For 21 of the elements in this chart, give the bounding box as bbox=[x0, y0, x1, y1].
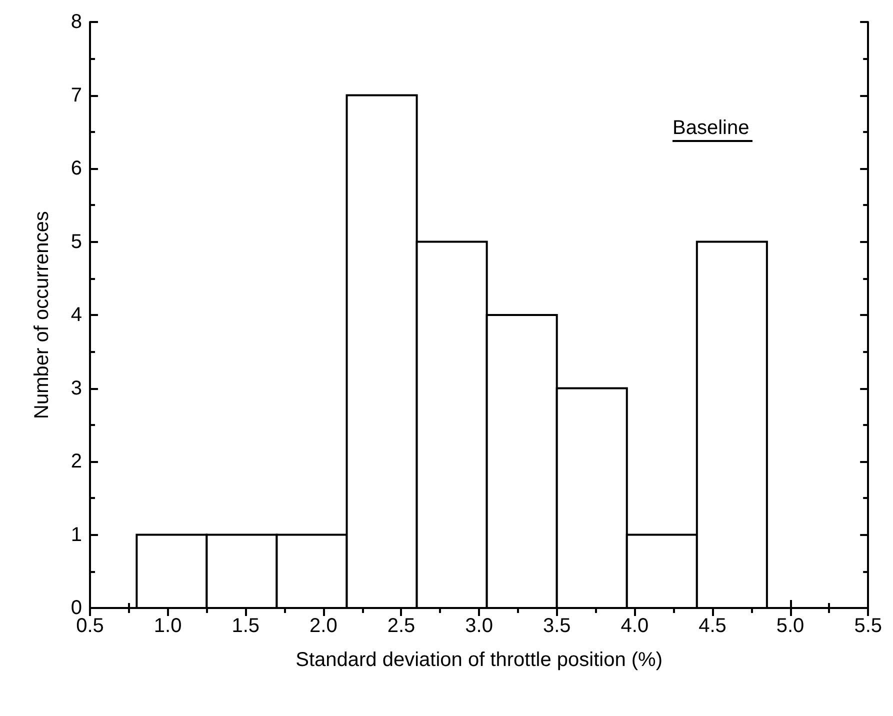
y-tick-label: 7 bbox=[70, 84, 82, 106]
x-tick-label: 1.0 bbox=[154, 615, 182, 637]
y-tick-label: 8 bbox=[70, 11, 82, 33]
y-tick-label: 5 bbox=[70, 230, 82, 253]
x-tick-label: 4.5 bbox=[698, 615, 726, 637]
x-tick-label: 5.5 bbox=[854, 615, 882, 637]
x-tick-label: 3.0 bbox=[465, 615, 493, 637]
annotation: Baseline bbox=[672, 117, 750, 139]
x-tick-label: 2.5 bbox=[387, 615, 416, 637]
x-tick-label: 3.5 bbox=[542, 615, 571, 637]
y-tick-label: 3 bbox=[70, 377, 82, 400]
y-axis-title: Number of occurrences bbox=[31, 211, 53, 419]
y-tick-label: 6 bbox=[70, 158, 82, 180]
x-axis-title: Standard deviation of throttle position (%) bbox=[296, 649, 662, 671]
y-tick-label: 4 bbox=[70, 304, 82, 326]
x-tick-label: 4.0 bbox=[620, 615, 649, 637]
y-tick-label: 1 bbox=[70, 524, 82, 546]
x-tick-label: 5.0 bbox=[776, 615, 804, 637]
x-tick-label: 2.0 bbox=[310, 615, 338, 637]
y-tick-label: 2 bbox=[70, 450, 82, 472]
x-tick-label: 1.5 bbox=[232, 615, 260, 637]
